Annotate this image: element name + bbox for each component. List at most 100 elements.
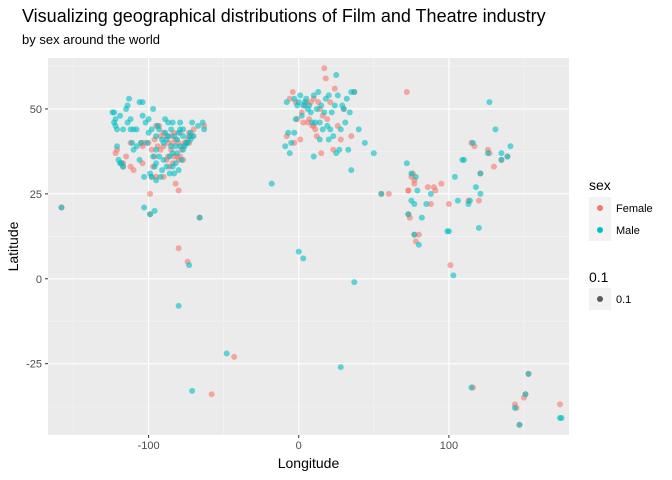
data-point-male — [126, 95, 133, 102]
data-point-male — [498, 156, 505, 163]
data-point-male — [159, 167, 166, 174]
data-point-male — [223, 350, 230, 357]
data-point-male — [504, 153, 511, 160]
data-point-male — [288, 139, 295, 146]
data-point-female — [438, 180, 445, 187]
data-point-male — [129, 139, 136, 146]
data-point-male — [522, 391, 529, 398]
data-point-male — [180, 133, 187, 140]
data-point-female — [322, 75, 329, 82]
data-point-male — [423, 201, 430, 208]
data-point-male — [427, 190, 434, 197]
legend-dot-female — [597, 205, 603, 211]
data-point-female — [289, 88, 296, 95]
data-point-male — [306, 102, 313, 109]
data-point-male — [156, 126, 163, 133]
data-point-male — [139, 112, 146, 119]
data-point-male — [175, 167, 182, 174]
data-point-female — [337, 136, 344, 143]
data-point-male — [343, 95, 350, 102]
data-point-male — [516, 421, 523, 428]
data-point-male — [189, 387, 196, 394]
data-point-male — [414, 187, 421, 194]
data-point-male — [316, 136, 323, 143]
data-point-male — [297, 92, 304, 99]
data-point-male — [346, 109, 353, 116]
data-point-female — [427, 201, 434, 208]
data-point-male — [295, 248, 302, 255]
data-point-male — [117, 112, 124, 119]
data-point-male — [174, 136, 181, 143]
data-point-male — [283, 99, 290, 106]
data-point-male — [141, 173, 148, 180]
data-point-male — [195, 122, 202, 129]
data-point-male — [472, 184, 479, 191]
data-point-male — [378, 190, 385, 197]
data-point-male — [450, 272, 457, 279]
data-point-male — [114, 143, 121, 150]
legend-label-male: Male — [616, 225, 640, 237]
data-point-male — [156, 153, 163, 160]
data-point-male — [361, 139, 368, 146]
data-point-male — [120, 126, 127, 133]
data-point-male — [199, 119, 206, 126]
data-point-male — [418, 214, 425, 221]
data-point-male — [511, 404, 518, 411]
data-point-male — [130, 126, 137, 133]
data-point-male — [307, 109, 314, 116]
data-point-male — [112, 116, 119, 123]
data-point-male — [525, 370, 532, 377]
data-point-male — [58, 204, 65, 211]
data-point-male — [444, 228, 451, 235]
data-point-male — [147, 211, 154, 218]
data-point-female — [490, 163, 497, 170]
data-point-female — [447, 262, 454, 269]
data-point-female — [157, 146, 164, 153]
data-point-male — [172, 160, 179, 167]
y-axis-label: Latitude — [5, 221, 21, 271]
data-point-female — [327, 99, 334, 106]
data-point-male — [138, 139, 145, 146]
data-point-male — [355, 126, 362, 133]
data-point-male — [318, 102, 325, 109]
data-point-male — [334, 92, 341, 99]
data-point-male — [351, 279, 358, 286]
data-point-male — [285, 129, 292, 136]
data-point-female — [147, 190, 154, 197]
data-point-female — [385, 190, 392, 197]
data-point-female — [405, 187, 412, 194]
legend-size: 0.1 0.1 — [589, 269, 631, 310]
data-point-male — [405, 211, 412, 218]
data-point-male — [150, 153, 157, 160]
data-point-male — [291, 95, 298, 102]
data-point-male — [319, 126, 326, 133]
data-point-male — [403, 160, 410, 167]
data-point-male — [310, 92, 317, 99]
data-point-male — [328, 109, 335, 116]
data-point-male — [492, 126, 499, 133]
data-point-male — [475, 224, 482, 231]
data-point-male — [153, 160, 160, 167]
data-point-male — [558, 415, 565, 422]
y-tick-label: 50 — [30, 104, 42, 116]
data-point-male — [172, 143, 179, 150]
data-point-female — [348, 133, 355, 140]
data-point-male — [468, 384, 475, 391]
data-point-male — [268, 180, 275, 187]
chart-title: Visualizing geographical distributions o… — [22, 6, 546, 26]
y-axis-ticks: -25 0 25 50 — [26, 104, 48, 371]
data-point-male — [337, 364, 344, 371]
data-point-male — [498, 150, 505, 157]
data-point-male — [411, 231, 418, 238]
data-point-female — [424, 184, 431, 191]
data-point-male — [282, 143, 289, 150]
data-point-male — [157, 173, 164, 180]
data-point-female — [175, 187, 182, 194]
data-point-male — [189, 119, 196, 126]
data-point-female — [415, 231, 422, 238]
data-point-male — [469, 139, 476, 146]
data-point-male — [160, 139, 167, 146]
data-point-male — [187, 136, 194, 143]
data-point-male — [451, 173, 458, 180]
